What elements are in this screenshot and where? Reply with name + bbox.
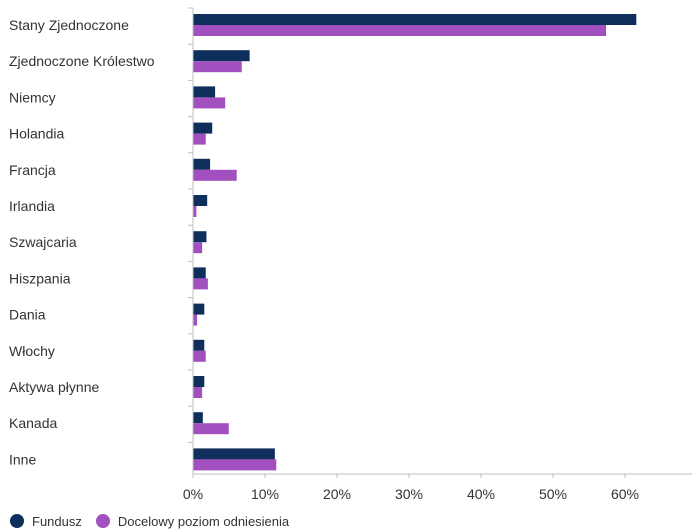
category-label: Stany Zjednoczone: [9, 17, 129, 33]
legend-item-benchmark: Docelowy poziom odniesienia: [95, 513, 290, 529]
category-label: Szwajcaria: [9, 234, 77, 250]
category-label: Holandia: [9, 126, 64, 142]
bar-benchmark: [193, 242, 203, 254]
x-tick-label: 10%: [251, 486, 279, 502]
bar-benchmark: [193, 314, 198, 326]
bar-benchmark: [193, 206, 197, 217]
x-tick-label: 40%: [467, 486, 495, 502]
legend-marker-fundusz: [10, 514, 24, 528]
bar-fundusz: [193, 195, 208, 206]
legend-label-benchmark: Docelowy poziom odniesienia: [117, 513, 290, 529]
x-tick-label: 50%: [539, 486, 567, 502]
bar-benchmark: [193, 61, 242, 73]
category-label: Niemcy: [9, 89, 56, 105]
x-tick-label: 20%: [323, 486, 351, 502]
bar-fundusz: [193, 158, 211, 170]
bar-fundusz: [193, 448, 275, 460]
category-label: Inne: [9, 451, 36, 467]
category-label: Aktywa płynne: [9, 379, 99, 395]
bar-benchmark: [193, 133, 206, 145]
category-label: Irlandia: [9, 198, 55, 214]
bar-fundusz: [193, 231, 207, 243]
legend-item-fundusz: Fundusz: [10, 514, 82, 529]
bar-fundusz: [193, 122, 213, 134]
bar-fundusz: [193, 376, 205, 387]
bar-benchmark: [193, 278, 208, 290]
bars: [193, 14, 637, 471]
bar-fundusz: [193, 339, 205, 351]
bar-fundusz: [193, 267, 206, 279]
x-tick-label: 0%: [183, 486, 203, 502]
legend: Fundusz Docelowy poziom odniesienia: [10, 512, 303, 530]
category-label: Francja: [9, 162, 56, 178]
x-tick-label: 60%: [611, 486, 639, 502]
bar-fundusz: [193, 86, 216, 98]
category-label: Dania: [9, 307, 46, 323]
bar-benchmark: [193, 25, 607, 36]
axes: [188, 7, 692, 478]
bar-chart: Stany Zjednoczone Zjednoczone Królestwo Ni…: [9, 7, 692, 502]
x-tick-labels: 0% 10% 20% 30% 40% 50% 60%: [183, 486, 639, 502]
bar-fundusz: [193, 50, 250, 62]
bar-benchmark: [193, 169, 237, 181]
bar-benchmark: [193, 423, 229, 435]
bar-benchmark: [193, 350, 206, 362]
x-tick-label: 30%: [395, 486, 423, 502]
bar-fundusz: [193, 303, 205, 315]
category-labels: Stany Zjednoczone Zjednoczone Królestwo Ni…: [9, 17, 155, 467]
category-label: Włochy: [9, 343, 55, 359]
bar-benchmark: [193, 459, 277, 471]
legend-marker-benchmark: [95, 514, 110, 528]
bar-fundusz: [193, 412, 203, 424]
category-label: Kanada: [9, 415, 57, 431]
bar-fundusz: [193, 14, 637, 25]
bar-benchmark: [193, 387, 203, 398]
bar-benchmark: [193, 97, 226, 109]
legend-label-fundusz: Fundusz: [32, 513, 82, 529]
category-label: Zjednoczone Królestwo: [9, 53, 155, 69]
category-label: Hiszpania: [9, 270, 71, 286]
